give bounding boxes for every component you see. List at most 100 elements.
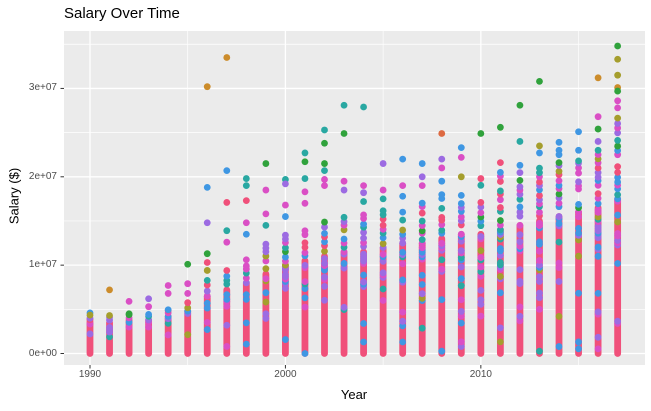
data-point [575,252,582,260]
data-point [301,188,309,196]
data-point [555,259,563,267]
data-point [340,130,348,137]
year-column [262,160,270,357]
data-point [262,289,270,297]
data-point [184,290,192,297]
data-point [438,191,446,199]
data-point [438,164,446,172]
x-tick-label: 2010 [469,369,492,380]
data-point [145,323,153,331]
year-column [496,123,504,357]
data-point [457,263,465,271]
data-point [321,223,328,231]
data-point [516,208,524,216]
data-point [438,155,446,163]
data-point [614,129,622,137]
data-point [496,159,504,167]
data-point [164,282,172,289]
data-point [575,128,582,136]
data-point [457,200,465,207]
data-point [614,42,622,50]
data-point [282,271,289,278]
data-point [516,169,524,177]
year-column [594,74,602,357]
data-point [555,182,563,189]
data-point [262,298,270,306]
data-point [106,323,113,331]
data-point [262,221,270,229]
data-point [477,254,485,262]
data-point [536,347,543,355]
data-point [262,275,270,283]
data-point [536,247,543,255]
data-point [125,297,133,305]
data-point [614,87,622,95]
data-point [614,163,622,171]
data-point [614,191,622,199]
data-point [536,278,543,285]
data-point [379,297,387,304]
data-point [496,204,504,211]
year-column [536,77,543,357]
data-point [203,292,211,300]
data-point [457,319,465,327]
data-point [321,139,328,147]
data-point [477,296,485,304]
data-point [379,160,387,167]
data-point [164,290,172,297]
data-point [457,173,465,181]
data-point [536,208,543,216]
data-point [477,199,485,206]
data-point [594,206,602,214]
data-point [223,227,231,235]
data-point [457,254,465,262]
data-point [301,350,309,357]
data-point [360,338,367,346]
data-point [516,161,524,169]
data-point [594,200,602,208]
data-point [242,262,250,270]
data-point [457,312,465,320]
data-point [457,144,465,152]
data-point [379,207,387,215]
data-point [242,197,250,205]
data-point [379,234,387,242]
data-point [164,331,172,339]
data-point [242,295,250,303]
x-axis-title: Year [340,387,368,402]
year-column [575,128,582,357]
data-point [301,294,309,302]
data-point [575,178,582,186]
data-point [555,151,563,159]
data-point [262,160,270,167]
data-point [575,345,582,353]
data-point [242,175,250,182]
data-point [399,192,407,200]
data-point [379,269,387,277]
data-point [496,252,504,259]
data-point [614,260,622,267]
data-point [614,168,622,176]
data-point [203,276,211,284]
data-point [340,260,348,267]
data-point [223,321,231,329]
data-point [86,311,94,319]
year-column [282,176,289,357]
data-points [86,42,622,357]
data-point [477,233,485,240]
data-point [536,238,543,246]
year-column [457,144,465,357]
data-point [516,183,524,191]
data-point [360,278,367,286]
data-point [496,196,504,204]
data-point [594,125,602,133]
data-point [614,114,622,122]
data-point [516,238,524,246]
data-point [301,278,309,286]
data-point [418,324,426,332]
data-point [223,343,231,350]
data-point [321,229,328,237]
data-point [418,281,426,288]
data-point [555,199,563,207]
data-point [340,303,348,311]
